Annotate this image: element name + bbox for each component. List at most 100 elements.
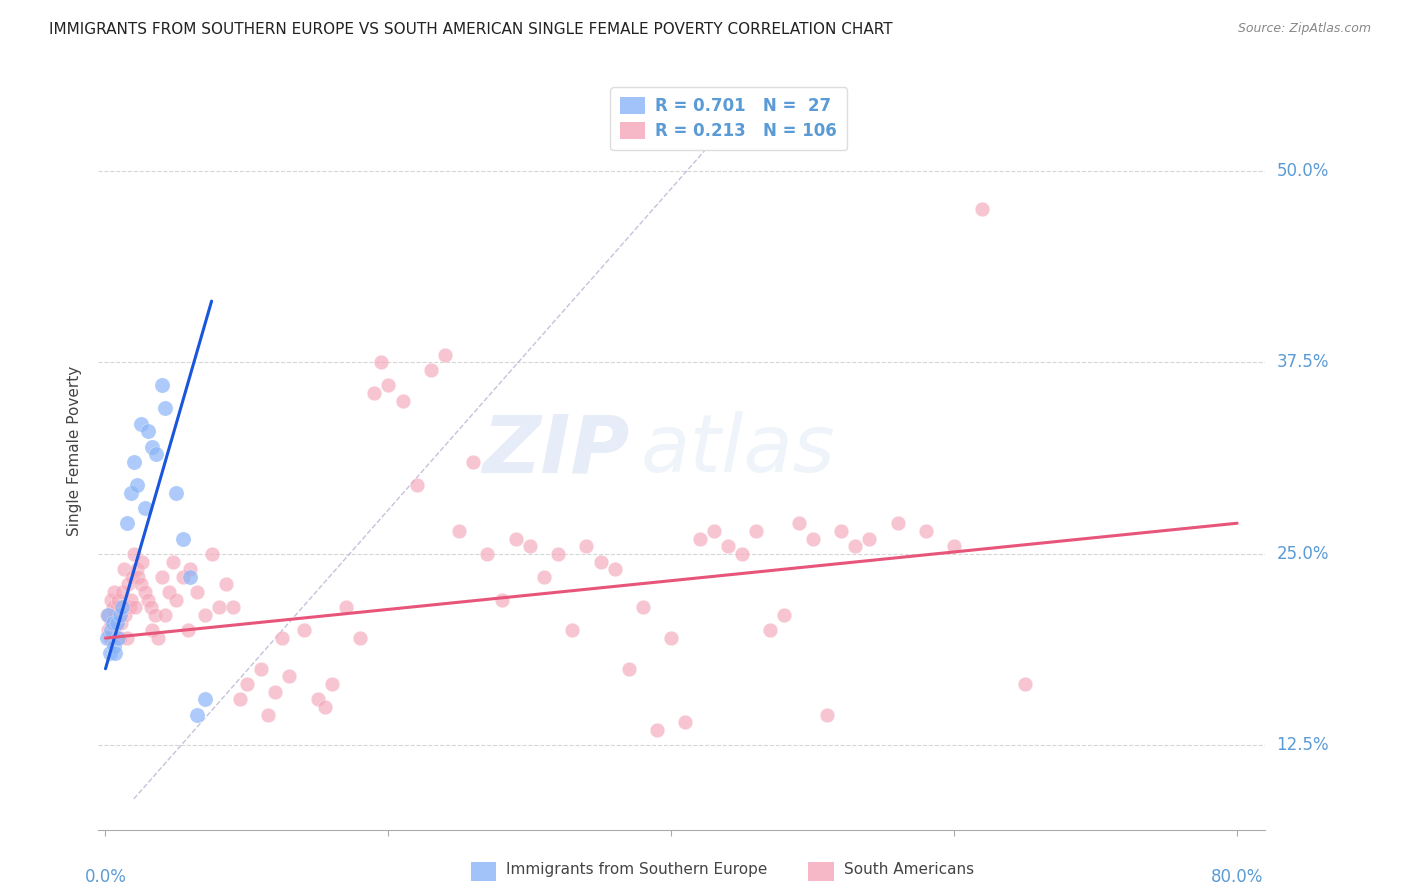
Point (103, 639, 125, 653)
Point (139, 600, 162, 615)
Point (117, 577, 139, 591)
Point (505, 532, 527, 546)
Point (96, 608, 118, 623)
Text: Source: ZipAtlas.com: Source: ZipAtlas.com (1237, 22, 1371, 36)
Point (186, 707, 208, 722)
Point (104, 631, 127, 645)
Point (145, 447, 167, 461)
Point (150, 378, 173, 392)
Point (125, 478, 148, 492)
Point (250, 662, 273, 676)
Point (153, 608, 176, 623)
Point (449, 524, 471, 538)
Point (717, 539, 740, 553)
Point (110, 615, 132, 630)
Point (136, 425, 159, 439)
Point (193, 608, 215, 623)
Point (105, 600, 128, 615)
Point (141, 624, 163, 638)
Point (129, 417, 152, 431)
Point (844, 539, 866, 553)
Point (122, 547, 145, 561)
Point (264, 684, 287, 698)
Text: ZIP: ZIP (482, 411, 630, 490)
Point (107, 631, 129, 645)
Point (193, 692, 215, 706)
Point (815, 707, 838, 722)
Point (165, 485, 187, 500)
Point (146, 631, 169, 645)
Point (617, 662, 640, 676)
Point (96, 631, 118, 645)
Point (97, 608, 120, 623)
Point (321, 677, 343, 691)
Point (349, 631, 371, 645)
Point (100, 615, 122, 630)
Point (103, 585, 125, 599)
Point (703, 524, 725, 538)
Point (97, 624, 120, 638)
Point (98, 647, 121, 661)
Point (105, 615, 128, 630)
Point (100, 592, 122, 607)
Point (125, 562, 148, 576)
Point (215, 577, 238, 591)
Point (172, 532, 194, 546)
Point (208, 600, 231, 615)
Point (107, 592, 129, 607)
Point (886, 516, 908, 531)
Point (519, 539, 541, 553)
Text: South Americans: South Americans (844, 863, 974, 877)
Point (419, 363, 441, 377)
Point (830, 524, 852, 538)
Point (105, 615, 128, 630)
Point (631, 600, 654, 615)
Text: 80.0%: 80.0% (1211, 869, 1264, 887)
Point (278, 669, 301, 683)
Text: 0.0%: 0.0% (84, 869, 127, 887)
Point (645, 723, 668, 737)
Point (801, 532, 824, 546)
Point (129, 577, 152, 591)
Point (759, 624, 782, 638)
Point (98, 631, 121, 645)
Point (689, 532, 711, 546)
Point (391, 393, 413, 408)
Y-axis label: Single Female Poverty: Single Female Poverty (67, 366, 83, 535)
Point (575, 539, 598, 553)
Point (120, 592, 142, 607)
Point (157, 585, 180, 599)
Point (314, 700, 336, 714)
Point (858, 532, 880, 546)
Point (115, 631, 138, 645)
Text: atlas: atlas (641, 411, 835, 490)
Point (141, 440, 163, 454)
Point (103, 624, 125, 638)
Point (477, 547, 499, 561)
Point (121, 570, 143, 584)
Point (108, 608, 131, 623)
Point (162, 554, 184, 568)
Point (363, 386, 385, 401)
Point (108, 608, 131, 623)
Point (136, 592, 159, 607)
Point (1014, 677, 1036, 691)
Point (257, 707, 280, 722)
Point (172, 570, 194, 584)
Point (603, 562, 626, 576)
Point (124, 600, 146, 615)
Point (307, 692, 329, 706)
Point (731, 547, 754, 561)
Text: 50.0%: 50.0% (1277, 162, 1329, 180)
Point (100, 624, 122, 638)
Point (589, 554, 612, 568)
Point (108, 631, 131, 645)
Point (433, 348, 456, 362)
Point (533, 570, 555, 584)
Point (745, 524, 768, 538)
Point (176, 624, 198, 638)
Point (675, 715, 697, 730)
Point (143, 608, 166, 623)
Point (165, 592, 187, 607)
Point (561, 624, 583, 638)
